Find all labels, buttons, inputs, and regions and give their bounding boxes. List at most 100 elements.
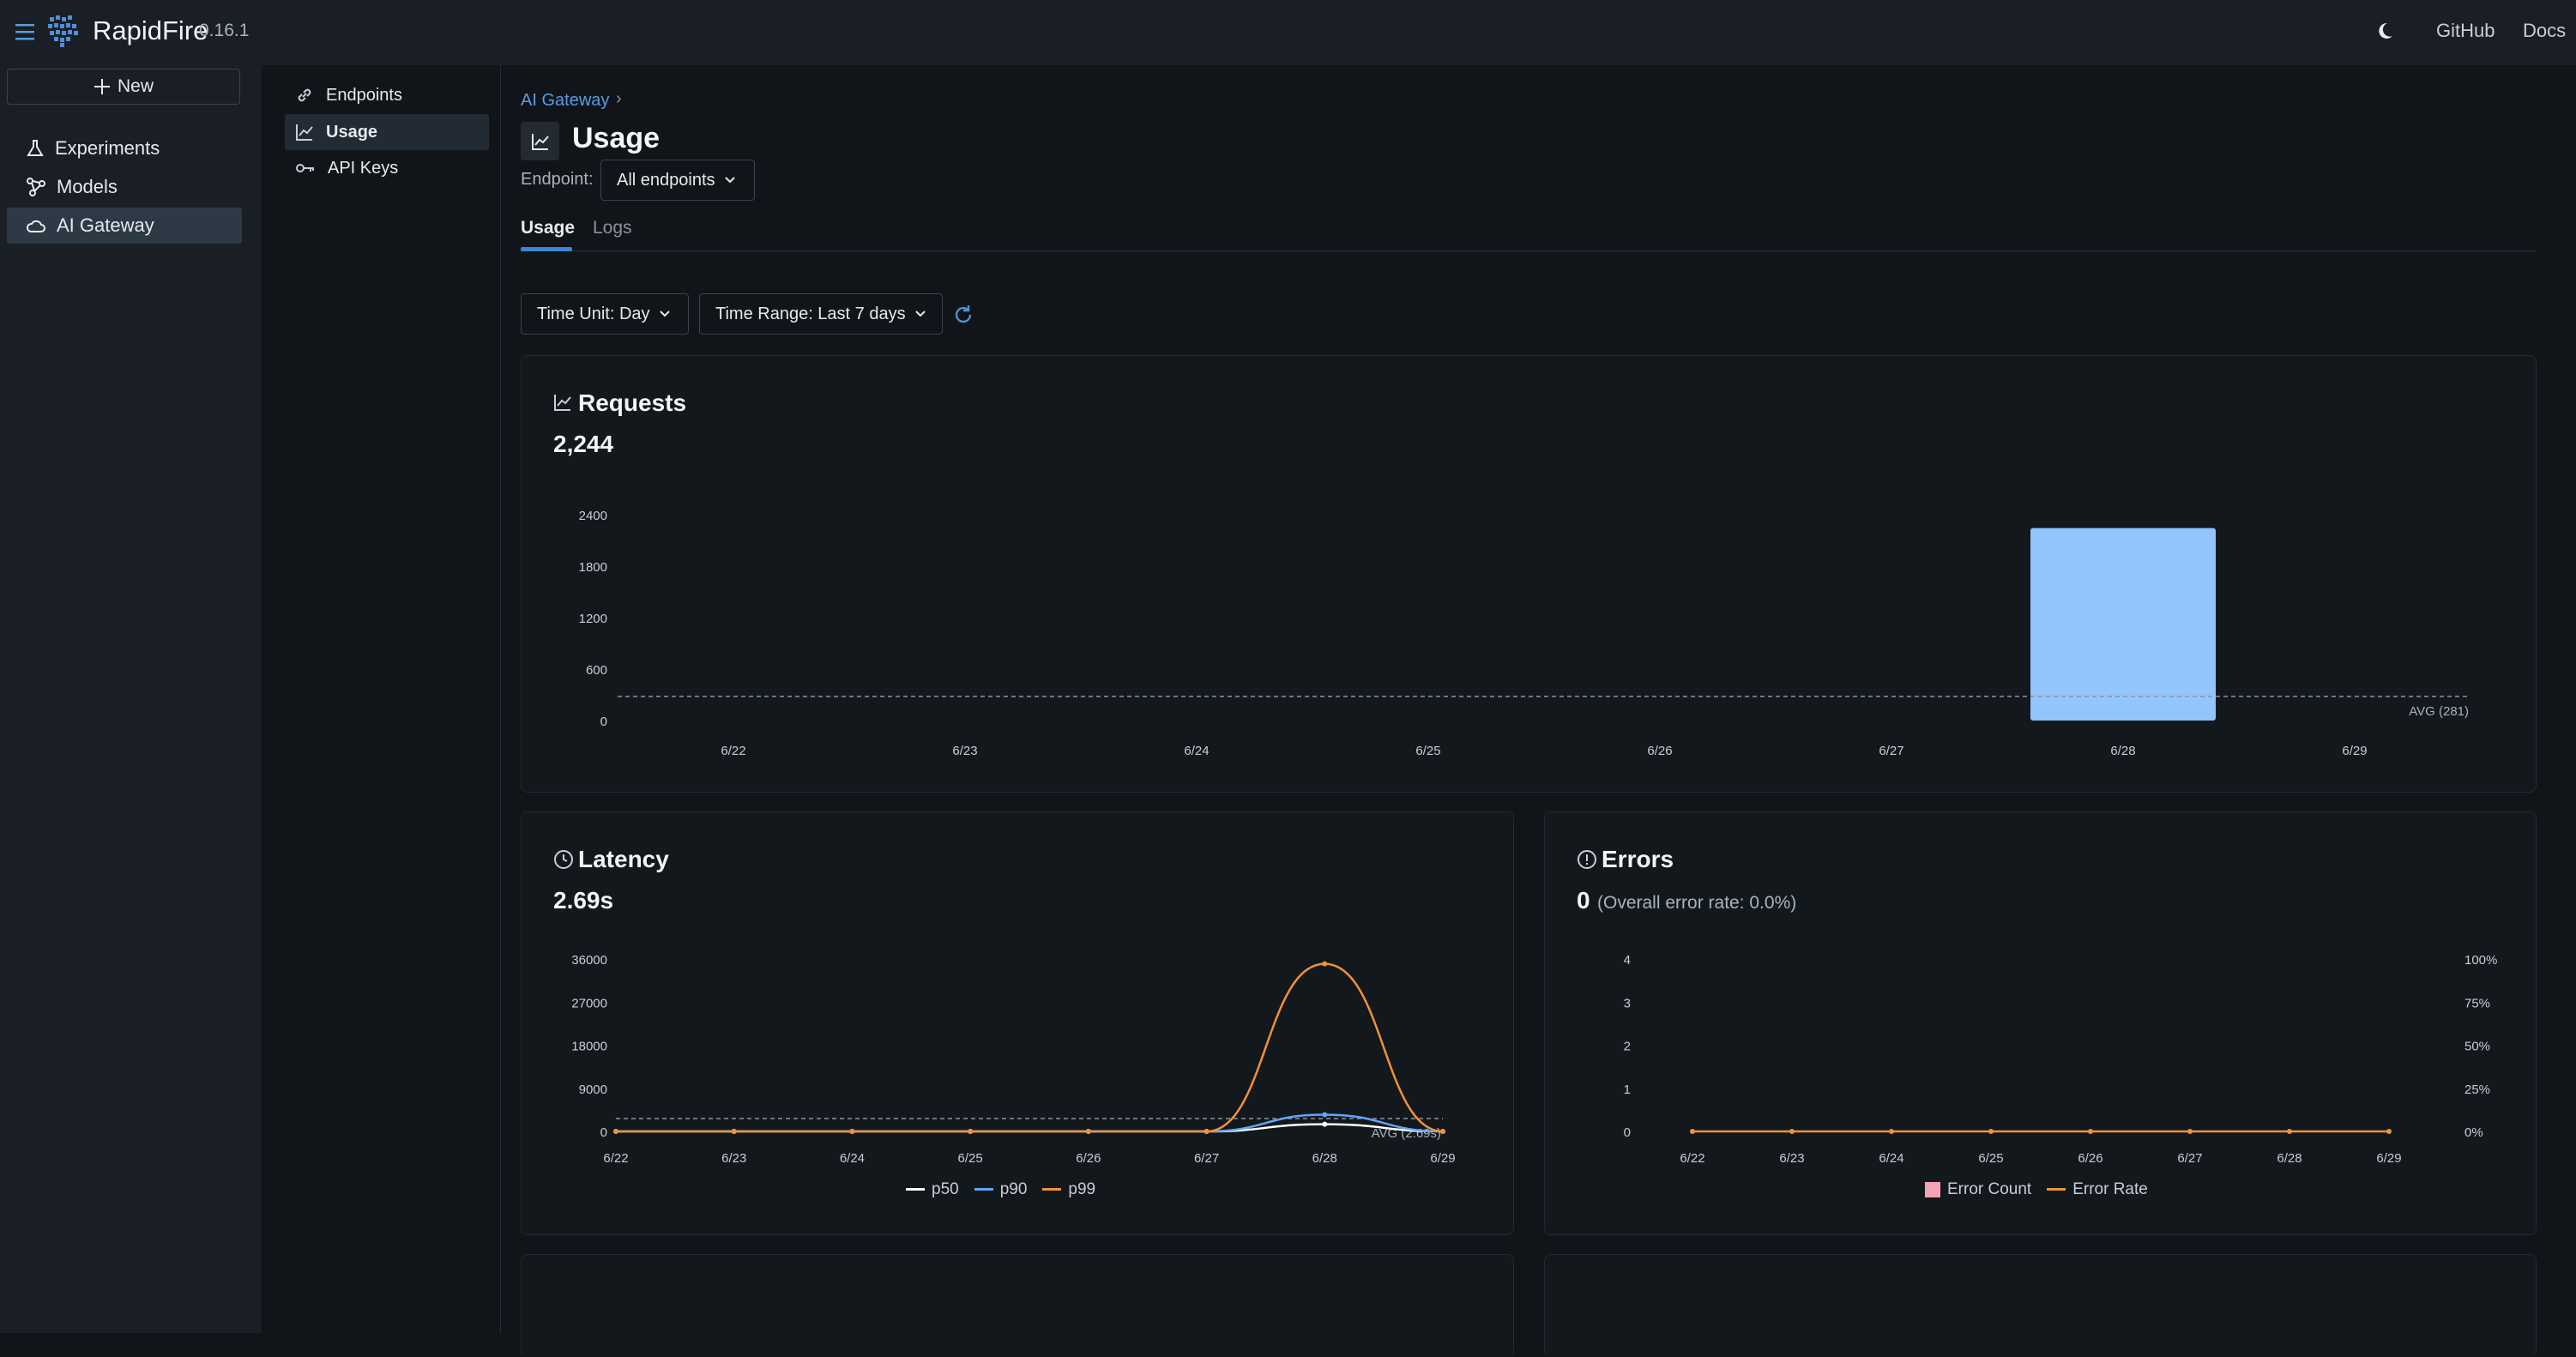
plus-icon bbox=[94, 79, 110, 94]
data-point-p99 bbox=[1085, 1129, 1091, 1134]
clock-icon bbox=[553, 849, 574, 874]
x-tick-label: 6/29 bbox=[1430, 1151, 1455, 1166]
y-tick-label: 36000 bbox=[571, 953, 607, 968]
latency-title: Latency bbox=[578, 846, 669, 872]
sidebar-item-label: Experiments bbox=[55, 137, 160, 159]
x-tick-label: 6/28 bbox=[2110, 744, 2135, 758]
subnav-item-label: API Keys bbox=[328, 158, 399, 178]
time-range-value: Time Range: Last 7 days bbox=[715, 304, 906, 323]
sidebar-item-label: Models bbox=[57, 176, 118, 197]
data-point-p99 bbox=[849, 1129, 855, 1134]
x-tick-label: 6/25 bbox=[1415, 744, 1440, 758]
x-tick-label: 6/26 bbox=[2078, 1151, 2102, 1166]
data-point-p99 bbox=[731, 1129, 737, 1134]
refresh-icon[interactable] bbox=[952, 304, 974, 326]
data-point-p99 bbox=[968, 1129, 974, 1134]
docs-link[interactable]: Docs bbox=[2523, 20, 2567, 41]
latency-value: 2.69s bbox=[553, 887, 614, 914]
data-point-error-rate bbox=[2187, 1129, 2193, 1134]
chevron-down-icon bbox=[914, 311, 926, 317]
tab-usage[interactable]: Usage bbox=[521, 218, 576, 238]
data-point-error-rate bbox=[2386, 1129, 2392, 1134]
subnav-item-api-keys[interactable]: API Keys bbox=[285, 150, 489, 186]
x-tick-label: 6/27 bbox=[1879, 744, 1903, 758]
data-point-error-rate bbox=[1889, 1129, 1894, 1134]
y-tick-label: 0 bbox=[600, 715, 607, 729]
sidebar-item-models[interactable]: Models bbox=[7, 169, 242, 205]
bar bbox=[2030, 528, 2216, 721]
y2-tick-label: 50% bbox=[2464, 1040, 2490, 1054]
new-button-label: New bbox=[117, 76, 154, 96]
errors-chart: 4 3 2 1 0 100% 75% 50% 25% 0% 6/22 6/23 6/24 6/25 6/26… bbox=[1624, 953, 2498, 1166]
subnav-item-label: Endpoints bbox=[326, 85, 402, 105]
x-tick-label: 6/22 bbox=[721, 744, 745, 758]
menu-icon[interactable] bbox=[15, 22, 36, 41]
requests-bar-chart: 2400 1800 1200 600 0 6/22 6/23 6/24 6/25 6/26 6/27… bbox=[579, 509, 2470, 758]
x-tick-label: 6/22 bbox=[603, 1151, 628, 1166]
x-tick-label: 6/29 bbox=[2342, 744, 2367, 758]
data-point-error-rate bbox=[2287, 1129, 2292, 1134]
data-point-p50 bbox=[1322, 1121, 1328, 1127]
tab-logs[interactable]: Logs bbox=[593, 218, 632, 238]
breadcrumb-ai-gateway[interactable]: AI Gateway bbox=[521, 91, 610, 110]
x-tick-label: 6/27 bbox=[1194, 1151, 1219, 1166]
sidebar-item-ai-gateway[interactable]: AI Gateway bbox=[7, 208, 242, 244]
github-link[interactable]: GitHub bbox=[2436, 20, 2495, 41]
y-tick-label: 9000 bbox=[579, 1083, 607, 1097]
x-tick-label: 6/25 bbox=[1978, 1151, 2003, 1166]
y-tick-label: 18000 bbox=[571, 1040, 607, 1054]
endpoint-select[interactable]: All endpoints bbox=[600, 160, 755, 201]
series-line-p90 bbox=[615, 1113, 1444, 1133]
x-tick-label: 6/24 bbox=[1879, 1151, 1903, 1166]
time-unit-select[interactable]: Time Unit: Day bbox=[521, 293, 689, 335]
flask-icon bbox=[27, 140, 44, 156]
active-tab-indicator bbox=[521, 247, 572, 251]
errors-card bbox=[1544, 811, 2537, 1235]
gateway-subnav bbox=[262, 65, 501, 1333]
theme-toggle-moon-icon[interactable] bbox=[2374, 21, 2395, 41]
legend-error-count: Error Count bbox=[1947, 1180, 2032, 1198]
x-tick-label: 6/25 bbox=[958, 1151, 983, 1166]
legend-p90: p90 bbox=[999, 1180, 1028, 1198]
errors-value: 0 bbox=[1577, 887, 1590, 914]
x-tick-label: 6/23 bbox=[721, 1151, 746, 1166]
models-icon bbox=[27, 178, 45, 196]
y2-tick-label: 100% bbox=[2464, 953, 2497, 968]
x-tick-label: 6/24 bbox=[1184, 744, 1209, 758]
link-icon bbox=[298, 88, 311, 102]
next-card-left bbox=[521, 1254, 1514, 1357]
y2-tick-label: 75% bbox=[2464, 996, 2490, 1010]
y-tick-label: 0 bbox=[1624, 1125, 1631, 1140]
subnav-item-endpoints[interactable]: Endpoints bbox=[285, 77, 489, 113]
subnav-item-usage[interactable]: Usage bbox=[285, 114, 489, 150]
y-tick-label: 4 bbox=[1624, 953, 1631, 968]
new-button[interactable]: New bbox=[7, 69, 240, 105]
series-line-p99 bbox=[615, 962, 1444, 1133]
y2-tick-label: 0% bbox=[2464, 1125, 2483, 1140]
latency-legend: p50 p90 p99 bbox=[906, 1180, 1095, 1199]
sidebar-item-experiments[interactable]: Experiments bbox=[7, 130, 242, 166]
cloud-icon bbox=[26, 220, 45, 232]
series-line-p50 bbox=[615, 1123, 1444, 1133]
endpoint-label: Endpoint: bbox=[521, 170, 594, 189]
next-card-right bbox=[1544, 1254, 2537, 1357]
requests-title: Requests bbox=[578, 389, 687, 416]
key-icon bbox=[296, 164, 314, 172]
x-tick-label: 6/23 bbox=[1779, 1151, 1804, 1166]
alert-circle-icon bbox=[1577, 849, 1597, 874]
app-name: RapidFire bbox=[93, 15, 208, 45]
logo-icon bbox=[46, 14, 81, 48]
breadcrumb-separator: › bbox=[616, 89, 622, 108]
data-point-p99 bbox=[1440, 1129, 1445, 1134]
data-point-error-rate bbox=[2088, 1129, 2093, 1134]
y-tick-label: 1 bbox=[1624, 1083, 1631, 1097]
y-tick-label: 600 bbox=[586, 663, 607, 678]
y-tick-label: 2400 bbox=[579, 509, 607, 523]
top-bar bbox=[0, 0, 2576, 65]
time-range-select[interactable]: Time Range: Last 7 days bbox=[699, 293, 943, 335]
x-tick-label: 6/22 bbox=[1680, 1151, 1704, 1166]
errors-title: Errors bbox=[1602, 846, 1674, 872]
errors-legend: Error Count Error Rate bbox=[1925, 1180, 2148, 1199]
errors-rate-text: (Overall error rate: 0.0%) bbox=[1597, 893, 1797, 913]
usage-chart-icon bbox=[521, 122, 559, 160]
